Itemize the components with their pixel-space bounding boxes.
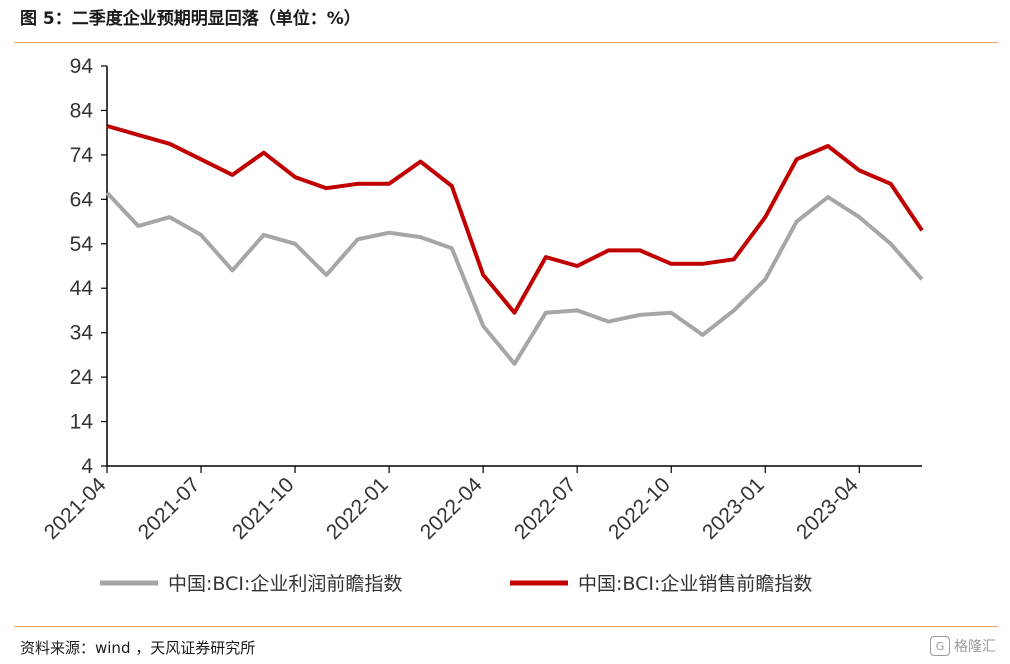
watermark: G 格隆汇: [930, 636, 996, 656]
series-line-sales: [106, 124, 924, 315]
y-tick-label: 14: [70, 411, 94, 434]
x-tick-label: 2022-07: [510, 473, 581, 544]
legend-label-profit: 中国:BCI:企业利润前瞻指数: [168, 573, 402, 595]
series-line-profit: [105, 191, 924, 366]
y-tick-label: 64: [70, 188, 94, 211]
x-tick-label: 2022-04: [416, 473, 487, 544]
gelonghui-logo-icon: G: [930, 636, 950, 656]
y-tick-label: 4: [81, 455, 93, 478]
legend: 中国:BCI:企业利润前瞻指数 中国:BCI:企业销售前瞻指数: [100, 573, 812, 595]
x-tick-label: 2021-10: [228, 473, 299, 544]
source-note: 资料来源：wind ，天风证券研究所: [20, 639, 256, 657]
x-tick-label: 2023-01: [698, 473, 769, 544]
figure-title: 图 5：二季度企业预期明显回落（单位：%）: [20, 9, 361, 29]
y-tick-label: 94: [70, 55, 94, 78]
series-lines: [105, 124, 924, 366]
y-tick-label: 34: [70, 322, 94, 345]
y-tick-label: 54: [70, 233, 94, 256]
y-tick-label: 84: [70, 99, 94, 122]
chart-axes: [101, 65, 922, 473]
y-tick-label: 24: [70, 366, 94, 389]
y-tick-label: 74: [70, 144, 94, 167]
x-tick-label: 2022-10: [604, 473, 675, 544]
title-divider: [14, 42, 998, 43]
x-tick-label: 2023-04: [792, 473, 863, 544]
legend-label-sales: 中国:BCI:企业销售前瞻指数: [578, 573, 812, 595]
x-tick-label: 2021-04: [40, 473, 111, 544]
x-tick-label: 2021-07: [134, 473, 205, 544]
y-tick-labels: 94 84 74 64 54 44 34 24 14 4: [70, 55, 94, 478]
x-tick-label: 2022-01: [322, 473, 393, 544]
footer-divider: [14, 626, 998, 627]
watermark-text: 格隆汇: [954, 639, 996, 655]
y-tick-label: 44: [70, 277, 94, 300]
x-tick-labels: 2021-04 2021-07 2021-10 2022-01 2022-04 2022-…: [40, 473, 863, 544]
